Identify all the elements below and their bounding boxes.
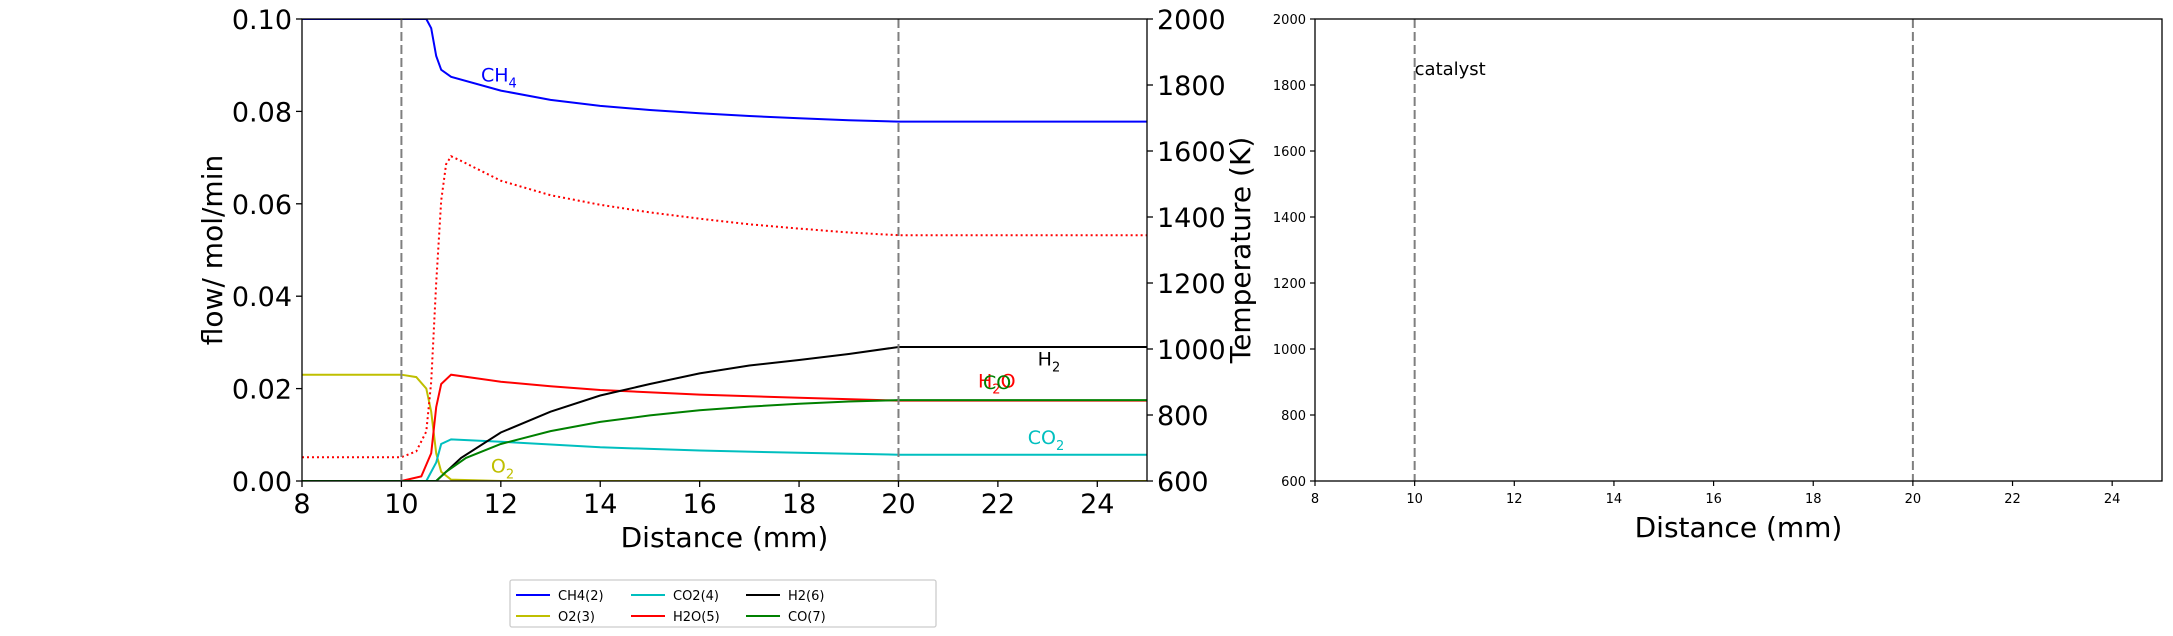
y-tick-label-2: 1000 — [1273, 343, 1306, 358]
series-line-4 — [302, 346, 1147, 481]
species-annotation-4: CO2 — [1028, 427, 1065, 454]
legend-label-3: H2O(5) — [673, 610, 720, 625]
x-tick-label-3: 14 — [583, 489, 617, 520]
y2-tick-label-4: 1400 — [1157, 203, 1226, 234]
y-tick-label-3: 0.06 — [232, 190, 292, 221]
x-tick-label-1: 10 — [1406, 492, 1423, 507]
y2-tick-label-0: 600 — [1157, 467, 1209, 498]
x-tick-label-7: 22 — [981, 489, 1015, 520]
species-annotation-0: CH4 — [481, 64, 517, 91]
y-tick-label-7: 2000 — [1273, 13, 1306, 28]
x-tick-label-1: 10 — [384, 489, 418, 520]
x-axis-label: Distance (mm) — [1635, 511, 1843, 544]
x-tick-label-4: 16 — [1705, 492, 1722, 507]
x-tick-label-3: 14 — [1606, 492, 1623, 507]
series-line-3 — [302, 373, 1147, 481]
series-line-5 — [302, 399, 1147, 481]
series-line-0 — [302, 19, 1147, 123]
y-tick-label-3: 1200 — [1273, 277, 1306, 292]
y2-tick-label-3: 1200 — [1157, 269, 1226, 300]
y2-tick-label-1: 800 — [1157, 401, 1209, 432]
legend: CH4(2) O2(3) CO2(4) H2O(5) H2(6) CO(7) — [509, 579, 937, 628]
y-axis-label: flow/ mol/min — [196, 155, 229, 345]
y-tick-label-0: 600 — [1281, 475, 1306, 490]
legend-frame — [509, 579, 937, 628]
y-tick-label-5: 1600 — [1273, 145, 1306, 160]
x-tick-label-5: 18 — [1805, 492, 1822, 507]
legend-label-1: O2(3) — [558, 610, 595, 625]
y2-axis-label: Temperature (K) — [1224, 137, 1257, 364]
series-line-2 — [302, 438, 1147, 481]
x-tick-label-2: 12 — [484, 489, 518, 520]
species-annotation-3: CO — [983, 372, 1011, 394]
series-line-1 — [302, 373, 1147, 481]
x-tick-label-8: 24 — [2104, 492, 2121, 507]
x-tick-label-4: 16 — [682, 489, 716, 520]
y-tick-label-0: 0.00 — [232, 467, 292, 498]
y2-tick-label-6: 1800 — [1157, 71, 1226, 102]
species-annotation-5: O2 — [491, 456, 514, 483]
y2-tick-label-5: 1600 — [1157, 137, 1226, 168]
catalyst-annotation: catalyst — [1415, 59, 1486, 80]
species-annotation-1: H2 — [1038, 349, 1061, 376]
legend-label-0: CH4(2) — [558, 589, 604, 604]
plot-frame — [301, 18, 1148, 482]
temperature-line — [302, 155, 1147, 459]
temperature-chart: 8 10 12 14 16 18 20 22 24 600 800 1000 1200 1400 1600 1… — [1273, 13, 2163, 544]
y-tick-label-5: 0.10 — [232, 5, 292, 36]
legend-label-4: H2(6) — [788, 589, 824, 604]
x-tick-label-5: 18 — [782, 489, 816, 520]
legend-label-2: CO2(4) — [673, 589, 719, 604]
y-tick-label-1: 800 — [1281, 409, 1306, 424]
x-tick-label-2: 12 — [1506, 492, 1523, 507]
x-tick-label-0: 8 — [1311, 492, 1319, 507]
species-annotation-2: H2O — [978, 371, 1016, 398]
y-tick-label-4: 0.08 — [232, 97, 292, 128]
x-tick-label-8: 24 — [1080, 489, 1114, 520]
x-tick-label-6: 20 — [1905, 492, 1922, 507]
x-tick-label-7: 22 — [2004, 492, 2021, 507]
y-tick-label-2: 0.04 — [232, 282, 292, 313]
y-tick-label-4: 1400 — [1273, 211, 1306, 226]
legend-label-5: CO(7) — [788, 610, 826, 625]
y2-tick-label-7: 2000 — [1157, 5, 1226, 36]
x-tick-label-6: 20 — [881, 489, 915, 520]
y-tick-label-6: 1800 — [1273, 79, 1306, 94]
species-flow-chart: 8 10 12 14 16 18 20 22 24 0.00 0.02 0.04 0.06 0.08 0.1… — [196, 5, 1257, 554]
y2-tick-label-2: 1000 — [1157, 335, 1226, 366]
x-axis-label: Distance (mm) — [621, 521, 829, 554]
x-tick-label-0: 8 — [293, 489, 310, 520]
plot-frame — [1314, 18, 2163, 482]
y-tick-label-1: 0.02 — [232, 375, 292, 406]
